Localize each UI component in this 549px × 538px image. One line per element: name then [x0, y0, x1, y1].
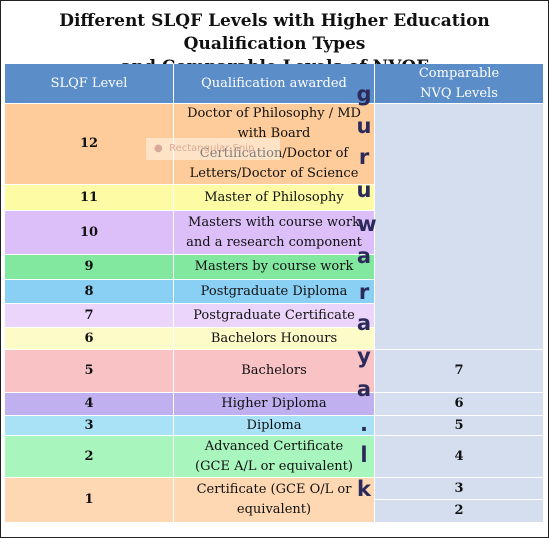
row-6-level: 6 [5, 328, 174, 350]
header-slqf-level: SLQF Level [5, 64, 174, 104]
watermark-letter: y [357, 344, 371, 368]
row-11-qualification: Master of Philosophy [174, 185, 375, 211]
title-line-1: Different SLQF Levels with Higher Educat… [59, 11, 490, 54]
nvq-level-cell: 4 [375, 436, 544, 478]
row-7-level: 7 [5, 304, 174, 328]
row-3-level: 3 [5, 416, 174, 436]
watermark-letter: l [360, 443, 368, 467]
watermark-letter: k [357, 477, 371, 501]
slqf-table: SLQF Level Qualification awarded Compara… [5, 64, 544, 523]
watermark-letter: u [356, 178, 372, 202]
row-6-qualification: Bachelors Honours [174, 328, 375, 350]
nvq-blank-cell [375, 104, 544, 350]
row-3-qualification: Diploma [174, 416, 375, 436]
watermark-letter: g [356, 82, 372, 106]
watermark-letter: a [356, 311, 372, 335]
nvq-level-cell: 6 [375, 393, 544, 416]
header-qualification: Qualification awarded [174, 64, 375, 104]
watermark-letter: a [356, 377, 372, 401]
row-1-level: 1 [5, 478, 174, 523]
row-11-level: 11 [5, 185, 174, 211]
watermark-letter: r [358, 145, 370, 169]
snip-overlay-label: ● Rectangular Snip [146, 138, 280, 160]
row-10-qualification: Masters with course work and a research … [174, 211, 375, 255]
watermark-letter: a [356, 244, 372, 268]
snip-overlay-text: Rectangular Snip [169, 143, 255, 154]
watermark-letter: r [358, 280, 370, 304]
nvq-level-cell: 2 [375, 500, 544, 523]
row-4-qualification: Higher Diploma [174, 393, 375, 416]
row-10-level: 10 [5, 211, 174, 255]
nvq-level-cell: 5 [375, 416, 544, 436]
row-12-qualification: Doctor of Philosophy / MD with Board Cer… [174, 104, 375, 185]
row-9-qualification: Masters by course work [174, 255, 375, 280]
watermark-letter: . [360, 412, 368, 436]
watermark-letter: u [356, 114, 372, 138]
row-8-qualification: Postgraduate Diploma [174, 280, 375, 304]
nvq-level-cell: 3 [375, 478, 544, 500]
row-7-qualification: Postgraduate Certificate [174, 304, 375, 328]
row-5-qualification: Bachelors [174, 350, 375, 393]
row-5-level: 5 [5, 350, 174, 393]
row-12-level: 12 [5, 104, 174, 185]
header-nvq-levels: Comparable NVQ Levels [375, 64, 544, 104]
row-4-level: 4 [5, 393, 174, 416]
nvq-level-cell: 7 [375, 350, 544, 393]
row-2-level: 2 [5, 436, 174, 478]
watermark-letter: w [357, 212, 377, 236]
row-9-level: 9 [5, 255, 174, 280]
row-8-level: 8 [5, 280, 174, 304]
row-2-qualification: Advanced Certificate (GCE A/L or equival… [174, 436, 375, 478]
row-1-qualification: Certificate (GCE O/L or equivalent) [174, 478, 375, 523]
